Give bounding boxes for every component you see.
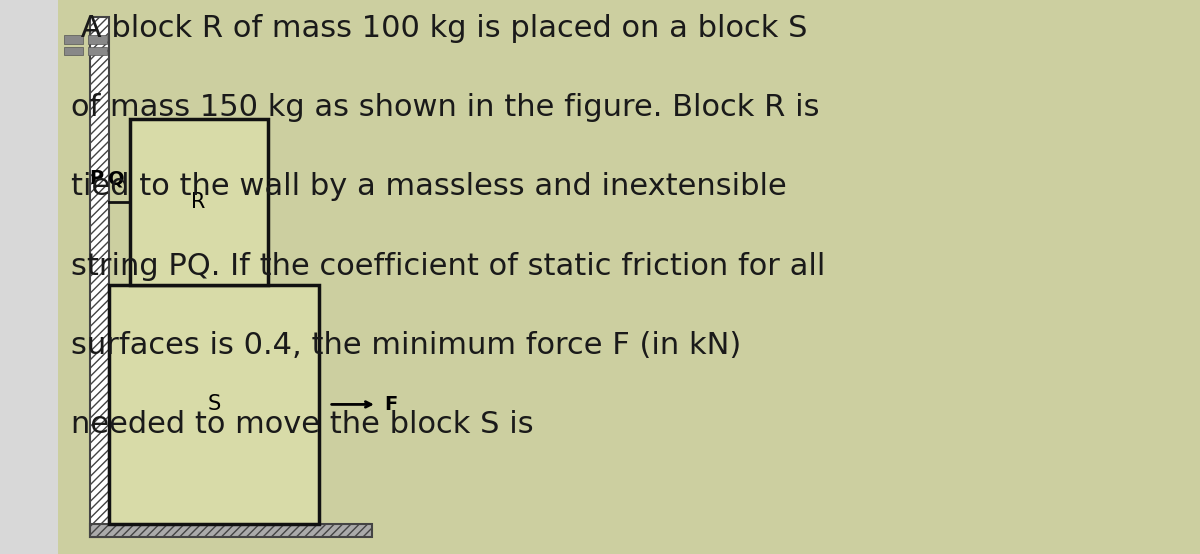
Bar — [88, 47, 107, 55]
Bar — [0, 0, 58, 554]
Text: surfaces is 0.4, the minimum force F (in kN): surfaces is 0.4, the minimum force F (in… — [71, 331, 742, 360]
Bar — [64, 35, 83, 44]
Text: needed to move the block S is: needed to move the block S is — [71, 410, 534, 439]
Bar — [90, 17, 109, 537]
Bar — [130, 119, 268, 285]
Text: P: P — [89, 170, 103, 188]
Text: F: F — [384, 395, 397, 414]
Bar — [64, 47, 83, 55]
Bar — [90, 524, 372, 537]
Text: S: S — [208, 394, 221, 414]
Bar — [109, 285, 319, 524]
Text: of mass 150 kg as shown in the figure. Block R is: of mass 150 kg as shown in the figure. B… — [71, 93, 820, 122]
Bar — [88, 35, 107, 44]
Text: Q: Q — [108, 170, 125, 188]
Text: tied to the wall by a massless and inextensible: tied to the wall by a massless and inext… — [71, 172, 786, 201]
Text: A block R of mass 100 kg is placed on a block S: A block R of mass 100 kg is placed on a … — [71, 14, 808, 43]
Text: string PQ. If the coefficient of static friction for all: string PQ. If the coefficient of static … — [71, 252, 826, 280]
Text: R: R — [192, 192, 205, 212]
